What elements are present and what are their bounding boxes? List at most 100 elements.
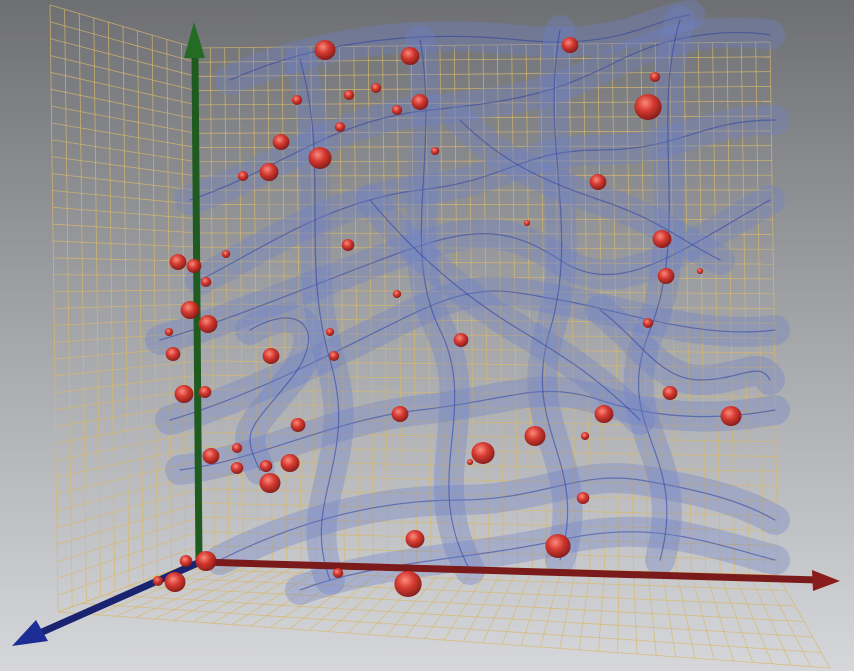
red-cell [237,171,249,181]
vessel-edge [169,290,776,421]
red-cell [230,462,244,474]
vessel-edge [419,39,471,571]
grid-line [54,317,199,326]
red-cell [430,147,440,155]
grid-line [50,21,197,63]
x-axis [199,558,819,584]
grid-line [198,360,775,369]
grid-line [198,332,775,339]
red-cell [165,347,181,361]
grid-line [56,474,200,512]
grid-line [51,105,197,134]
red-cell [652,230,672,248]
red-cell [341,239,355,251]
grid-line [50,38,197,77]
grid-line [50,72,197,106]
vessel-edge [541,29,569,561]
grid-line [55,374,199,394]
grid-line [52,173,198,191]
red-cell [334,122,346,132]
grid-line [196,130,772,134]
grid-line [51,122,197,148]
red-cell [221,250,231,258]
grid-line [49,4,197,49]
grid-line [198,403,776,413]
red-cell [262,348,280,364]
grid-line [198,388,776,398]
red-cell [649,72,661,82]
red-cell [370,83,382,93]
grid-line [197,303,775,309]
z-arrow [12,620,48,646]
grid-line [53,289,198,293]
red-cell [259,460,273,472]
red-cell [308,147,332,169]
vessel-edge [179,390,776,471]
vessel-edge [599,309,771,381]
grid-line [57,611,831,669]
vessel-edge [637,19,681,561]
red-cells [152,37,742,597]
red-cell [411,94,429,110]
grid-line [197,218,773,221]
grid-line [196,86,771,92]
red-cell [325,328,335,336]
grid-line [54,332,199,343]
grid-line [53,274,198,276]
red-cell [391,406,409,422]
red-cell [642,318,654,328]
red-cell [186,259,202,273]
red-cell [164,328,174,336]
grid-line [199,516,778,531]
red-cell [174,385,194,403]
vessel-edge [219,477,776,561]
red-cell [202,448,220,464]
grid-line [52,190,198,205]
red-cell [343,90,355,100]
red-cell [198,386,212,398]
grid-line [196,56,771,63]
red-cell [328,351,340,361]
x-arrow [812,570,840,591]
grid-line [196,174,773,177]
vessel-edge [249,317,310,471]
grid-line [55,403,199,427]
red-cell [580,432,590,440]
grid-line [152,576,796,607]
red-cell [280,454,300,472]
red-cell [290,418,306,432]
grid-line [196,160,772,163]
red-cell [391,105,403,115]
grid-line [51,139,197,163]
red-cell [545,534,571,558]
grid-line [196,145,772,148]
red-cell [720,406,742,426]
grid-line [53,240,198,248]
grid-line [56,488,200,529]
red-cell [180,301,200,319]
red-cell [657,268,675,284]
grid-line [52,206,198,220]
grid-line [199,474,777,487]
red-cell [696,268,704,274]
red-cell [400,47,420,65]
grid-line [50,55,197,92]
vessel-edge [189,31,771,201]
red-cell [259,163,279,181]
vessel-network [145,0,790,605]
red-cell [198,315,218,333]
red-cell [466,459,474,465]
grid-line [176,568,787,591]
vessel-edge [159,199,771,341]
grid-line [55,417,199,444]
grid-line [57,545,201,596]
red-cell [272,134,290,150]
vessel-edge [369,199,641,421]
grid-line [54,360,199,377]
red-cell [576,492,590,504]
grid-line [198,374,776,383]
red-cell [231,443,243,453]
grid-line [56,460,200,495]
red-cell [589,174,607,190]
